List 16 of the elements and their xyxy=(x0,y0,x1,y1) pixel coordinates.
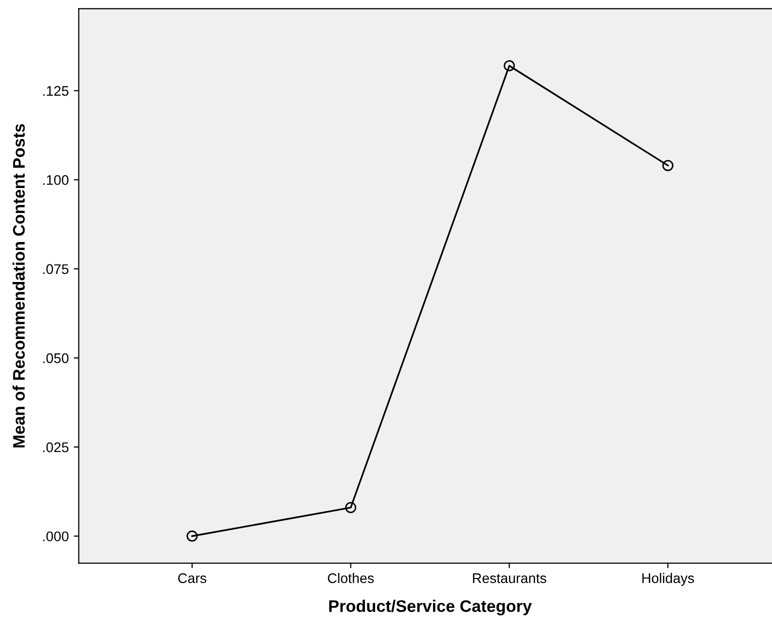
y-tick-label: .000 xyxy=(43,531,68,542)
y-tick-label: .050 xyxy=(43,353,68,364)
x-tick-label: Clothes xyxy=(328,572,374,584)
point xyxy=(345,502,356,514)
x-axis-title: Product/Service Category xyxy=(329,600,532,616)
point xyxy=(662,160,674,172)
y-tick-label: .025 xyxy=(43,442,68,452)
point xyxy=(186,530,198,542)
point xyxy=(504,60,515,72)
y-axis-title: Mean of Recommendation Content Posts xyxy=(12,124,25,448)
y-tick-label: .125 xyxy=(43,86,68,96)
x-tick-label: Restaurants xyxy=(472,573,546,584)
y-tick-label: .075 xyxy=(43,264,68,274)
y-tick-label: .100 xyxy=(43,175,68,185)
x-tick-label: Cars xyxy=(178,573,206,584)
x-tick-label: Holidays xyxy=(642,572,694,586)
